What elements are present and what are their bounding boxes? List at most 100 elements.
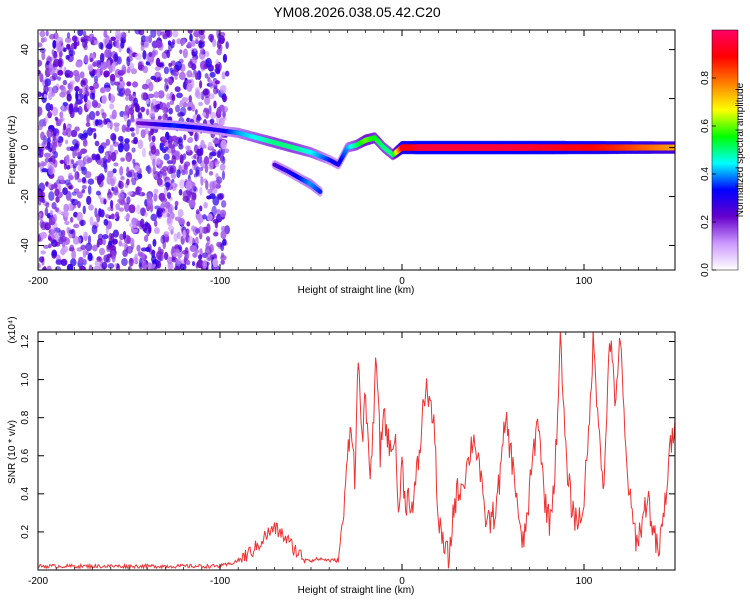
noise-speck [220, 225, 226, 232]
noise-speck [89, 216, 94, 226]
noise-speck [65, 73, 71, 78]
noise-speck [164, 182, 171, 188]
noise-speck [224, 70, 230, 77]
noise-speck [61, 85, 67, 96]
noise-speck [51, 202, 57, 210]
noise-speck [160, 197, 168, 203]
noise-speck [74, 171, 78, 181]
ridge-core [317, 189, 323, 194]
noise-speck [128, 94, 133, 102]
noise-speck [46, 128, 53, 138]
noise-speck [171, 155, 177, 165]
noise-speck [207, 188, 213, 195]
noise-speck [119, 200, 126, 206]
noise-speck [52, 39, 57, 49]
noise-speck [128, 257, 134, 267]
noise-speck [49, 209, 54, 216]
noise-speck [125, 126, 131, 133]
noise-speck [41, 51, 46, 61]
noise-speck [212, 258, 219, 268]
noise-speck [70, 129, 78, 138]
noise-speck [212, 86, 219, 95]
noise-speck [63, 123, 67, 131]
noise-speck [208, 93, 215, 100]
noise-speck [93, 75, 99, 84]
noise-speck [89, 92, 95, 100]
noise-speck [202, 260, 208, 269]
noise-speck [131, 217, 138, 226]
noise-speck [168, 62, 173, 67]
noise-speck [48, 243, 52, 249]
spectrogram-x-ticks: -200 -100 0 100 [28, 30, 676, 287]
noise-speck [71, 250, 77, 260]
noise-speck [46, 141, 51, 149]
noise-speck [68, 229, 74, 235]
noise-speck [59, 159, 65, 164]
noise-speck [80, 166, 86, 171]
noise-speck [222, 106, 229, 113]
noise-speck [119, 242, 126, 247]
noise-speck [166, 192, 172, 199]
noise-speck [154, 128, 158, 133]
noise-speck [78, 88, 83, 95]
noise-speck [220, 153, 224, 163]
noise-speck [186, 221, 191, 227]
noise-speck [120, 175, 125, 181]
noise-speck [126, 119, 131, 128]
y-tick-label: 1.2 [20, 334, 31, 348]
noise-speck [77, 30, 84, 37]
noise-speck [214, 67, 221, 74]
noise-speck [189, 168, 193, 176]
noise-speck [149, 249, 156, 255]
noise-speck [93, 39, 99, 45]
noise-speck [71, 159, 75, 165]
noise-speck [40, 231, 48, 239]
noise-speck [188, 95, 193, 103]
noise-speck [55, 259, 63, 266]
noise-speck [204, 164, 209, 174]
noise-speck [57, 175, 65, 183]
noise-speck [113, 122, 120, 127]
noise-speck [169, 100, 175, 106]
noise-speck [113, 53, 119, 62]
noise-speck [179, 154, 184, 165]
colorbar-tick-label: 0.4 [700, 167, 711, 181]
noise-speck [112, 168, 117, 174]
noise-speck [207, 213, 213, 222]
noise-speck [38, 162, 41, 168]
noise-speck [99, 52, 105, 63]
noise-speck [168, 142, 173, 149]
noise-speck [175, 61, 182, 71]
noise-speck [58, 118, 63, 124]
noise-speck [132, 158, 136, 165]
noise-speck [134, 165, 140, 172]
noise-speck [191, 49, 195, 57]
snr-x-ticks: -200 -100 0 100 [28, 332, 676, 587]
noise-speck [115, 211, 120, 218]
noise-speck [39, 47, 46, 54]
noise-speck [105, 138, 111, 146]
noise-speck [102, 234, 109, 240]
noise-speck [40, 250, 46, 255]
noise-speck [199, 248, 203, 254]
noise-speck [54, 116, 58, 121]
noise-speck [162, 113, 169, 122]
noise-speck [71, 35, 78, 42]
noise-speck [102, 237, 106, 246]
noise-speck [96, 213, 101, 223]
noise-speck [85, 250, 89, 256]
noise-speck [153, 91, 160, 99]
noise-speck [208, 33, 215, 42]
noise-speck [48, 165, 54, 176]
noise-speck [203, 155, 210, 165]
noise-speck [51, 91, 56, 97]
noise-speck [199, 80, 203, 89]
noise-speck [81, 39, 88, 49]
noise-speck [187, 106, 193, 111]
noise-speck [153, 188, 159, 194]
noise-speck [123, 142, 130, 152]
noise-speck [47, 110, 52, 118]
noise-speck [89, 85, 94, 91]
y-tick-label: -20 [20, 189, 31, 204]
noise-speck [172, 69, 179, 77]
